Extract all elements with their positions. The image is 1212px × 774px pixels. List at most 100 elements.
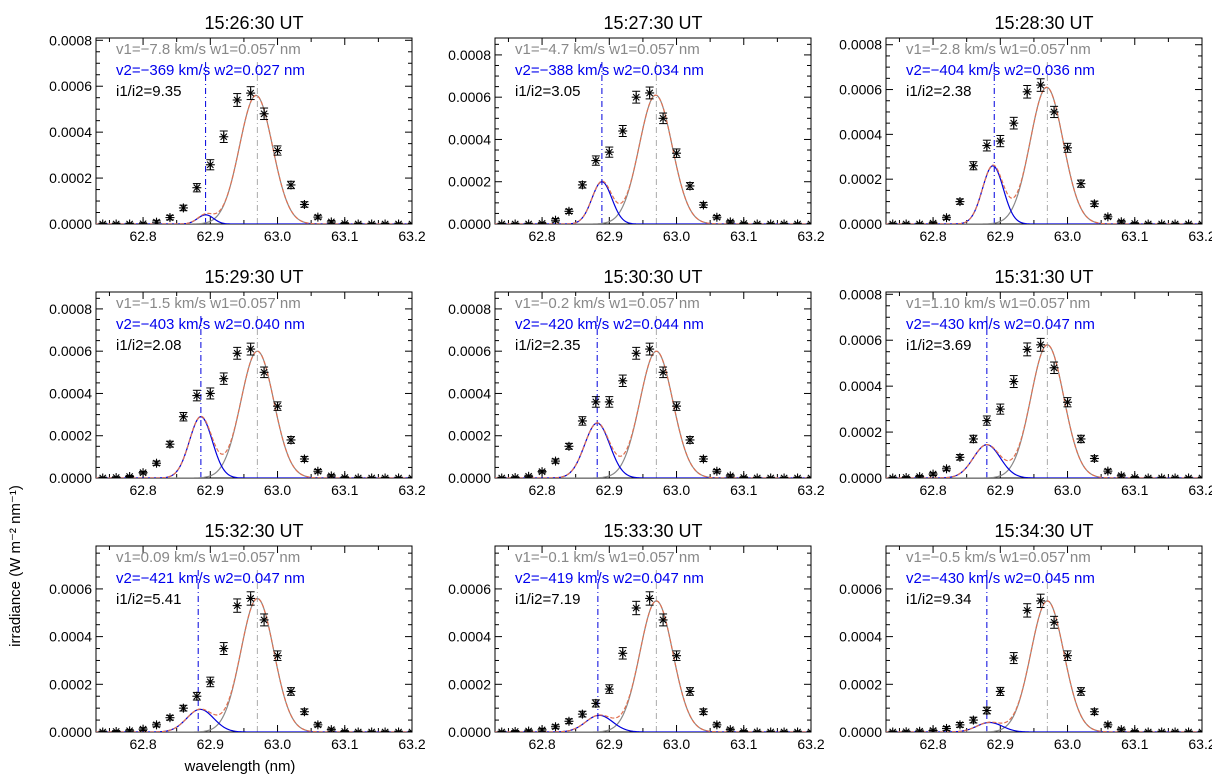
data-point: [1076, 179, 1086, 189]
data-point: [1197, 727, 1202, 732]
data-point: [658, 112, 668, 125]
fit-annotation-1: v1=−1.5 km/s w1=0.057 nm: [116, 295, 301, 312]
data-point: [273, 145, 283, 156]
x-tick-label: 63.0: [663, 228, 690, 244]
x-tick-label: 62.9: [596, 228, 623, 244]
data-point: [165, 213, 175, 223]
data-point: [888, 219, 898, 224]
fit-annotation-3: i1/i2=2.08: [116, 337, 181, 354]
fit-annotation-1: v1=−0.2 km/s w1=0.057 nm: [515, 295, 700, 312]
data-point: [725, 471, 735, 478]
y-tick-label: 0.0006: [839, 82, 882, 98]
data-point: [685, 435, 695, 445]
data-point: [591, 155, 601, 166]
data-point: [326, 725, 336, 732]
component1-fit-curve: [495, 350, 811, 478]
data-point: [793, 473, 803, 478]
x-tick-label: 63.1: [331, 736, 358, 752]
data-point: [672, 650, 682, 661]
data-point: [299, 454, 309, 464]
x-tick-label: 63.2: [1188, 228, 1212, 244]
data-point: [273, 650, 283, 661]
panel-title: 15:29:30 UT: [204, 267, 303, 287]
data-point: [888, 473, 898, 478]
data-point: [604, 396, 614, 408]
total-fit-curve: [495, 94, 811, 224]
y-tick-label: 0.0006: [448, 581, 491, 597]
data-point: [806, 727, 811, 732]
data-point: [259, 107, 269, 121]
data-point: [286, 435, 296, 445]
x-tick-label: 63.0: [1054, 228, 1081, 244]
x-tick-label: 62.9: [987, 736, 1014, 752]
data-point: [1009, 116, 1019, 130]
fit-annotation-2: v2=−369 km/s w2=0.027 nm: [116, 62, 305, 79]
data-point: [1036, 78, 1046, 92]
x-tick-label: 62.8: [129, 736, 156, 752]
data-point: [1103, 466, 1113, 476]
data-point: [1049, 615, 1059, 629]
spectrum-panel: 15:32:30 UT 62.8 62.9 63.0 63.1 63.2 0.0000 0.0…: [49, 521, 426, 752]
data-point: [645, 86, 655, 100]
total-fit-curve: [495, 350, 811, 478]
data-point: [591, 396, 601, 408]
data-point: [111, 473, 121, 478]
data-point: [165, 439, 175, 449]
data-point: [537, 725, 547, 732]
fit-annotation-3: i1/i2=9.34: [906, 591, 971, 608]
data-point: [259, 366, 269, 379]
fit-annotation-1: v1=0.09 km/s w1=0.057 nm: [116, 549, 300, 566]
data-point: [752, 473, 762, 478]
y-tick-label: 0.0002: [448, 428, 491, 444]
y-tick-label: 0.0006: [49, 78, 92, 94]
x-tick-label: 63.2: [398, 228, 425, 244]
x-tick-label: 62.9: [197, 482, 224, 498]
component1-fit-curve: [886, 344, 1202, 478]
x-tick-label: 62.9: [596, 736, 623, 752]
x-tick-label: 62.8: [528, 482, 555, 498]
x-tick-label: 62.9: [197, 736, 224, 752]
data-point: [1103, 720, 1113, 730]
data-point: [1089, 199, 1099, 209]
data-point: [192, 183, 202, 193]
data-point: [1063, 142, 1073, 153]
component1-fit-curve: [495, 94, 811, 224]
data-point: [192, 389, 202, 402]
data-point: [564, 716, 574, 726]
data-point: [685, 181, 695, 191]
data-point: [510, 219, 520, 224]
data-point: [793, 727, 803, 732]
data-point: [205, 159, 215, 171]
data-point: [524, 726, 534, 732]
y-tick-label: 0.0000: [839, 216, 882, 232]
fit-annotation-3: i1/i2=7.19: [515, 591, 580, 608]
data-point: [1157, 219, 1167, 224]
data-point: [510, 727, 520, 732]
data-point: [510, 473, 520, 478]
data-point: [982, 706, 992, 716]
data-point: [1184, 727, 1194, 732]
data-point: [178, 411, 188, 422]
data-point: [219, 130, 229, 143]
plot-area: [886, 316, 1202, 478]
x-tick-label: 63.1: [730, 482, 757, 498]
fit-annotation-1: v1=−4.7 km/s w1=0.057 nm: [515, 41, 700, 58]
data-point: [286, 686, 296, 696]
x-tick-label: 62.9: [596, 482, 623, 498]
data-point: [1157, 727, 1167, 732]
x-tick-label: 63.1: [1121, 482, 1148, 498]
component1-fit-curve: [96, 597, 412, 732]
data-point: [1063, 397, 1073, 408]
data-point: [982, 139, 992, 152]
data-point: [915, 472, 925, 478]
data-point: [313, 466, 323, 476]
data-point: [1170, 473, 1180, 478]
data-point: [1049, 105, 1059, 119]
x-tick-label: 63.0: [264, 482, 291, 498]
component1-fit-curve: [886, 86, 1202, 224]
data-point: [766, 219, 776, 224]
data-point: [712, 466, 722, 476]
data-point: [752, 219, 762, 224]
y-axis-label: irradiance (W m⁻² nm⁻¹): [7, 485, 24, 647]
